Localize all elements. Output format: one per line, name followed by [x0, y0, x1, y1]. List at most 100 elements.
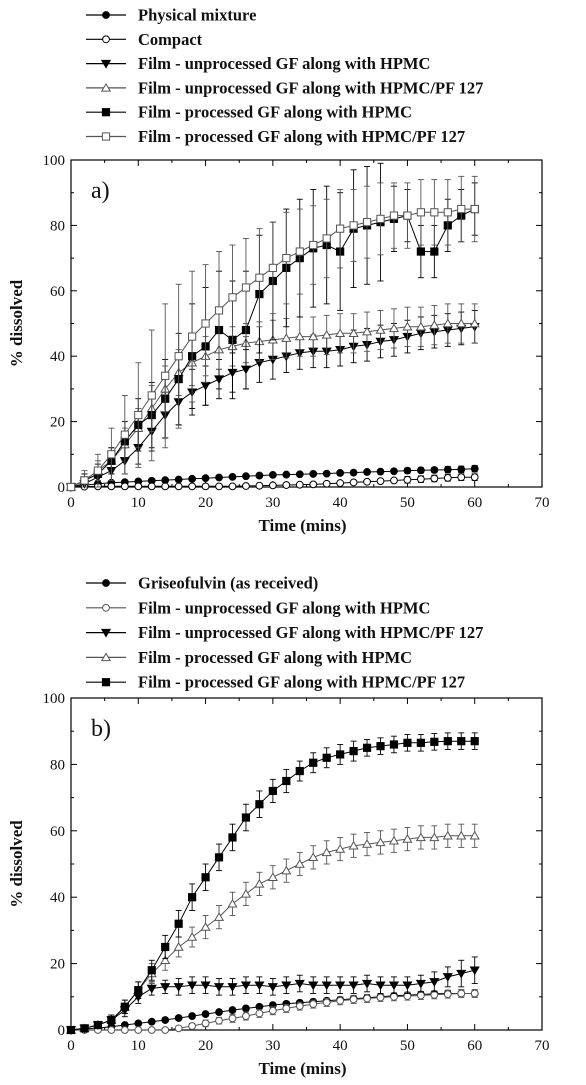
x-tick-label: 60 — [467, 495, 482, 511]
data-point — [120, 1026, 129, 1034]
data-point — [255, 471, 264, 480]
y-tick-label: 40 — [50, 890, 65, 906]
data-point — [470, 464, 479, 473]
legend-label: Physical mixture — [138, 6, 256, 25]
data-point — [456, 830, 467, 840]
data-point — [457, 989, 466, 998]
data-point — [402, 834, 413, 843]
legend-label: Film - unprocessed GF along with HPMC — [138, 598, 430, 617]
data-point — [282, 1004, 291, 1013]
data-point — [80, 1024, 89, 1033]
plot-frame — [70, 697, 543, 1031]
data-point — [309, 470, 318, 478]
legend-label: Film - processed GF along with HPMC/PF 1… — [138, 127, 465, 146]
data-point — [214, 853, 224, 862]
data-point — [322, 479, 331, 488]
data-point — [322, 234, 331, 243]
x-tick-label: 70 — [535, 1038, 550, 1054]
data-point — [403, 475, 412, 484]
data-point — [281, 981, 292, 991]
y-tick-label: 0 — [58, 480, 66, 496]
data-point — [362, 218, 372, 227]
x-tick-label: 50 — [400, 495, 415, 511]
data-point — [429, 978, 440, 987]
data-point — [470, 989, 479, 998]
data-point — [322, 469, 331, 478]
data-point — [228, 472, 237, 481]
data-point — [201, 1010, 210, 1018]
data-point — [268, 481, 277, 490]
data-point — [187, 932, 198, 941]
data-point — [282, 776, 291, 786]
y-tick-label: 0 — [58, 1023, 66, 1039]
data-point — [255, 273, 264, 282]
y-tick-label: 100 — [43, 691, 66, 707]
data-point — [389, 740, 399, 749]
data-point — [268, 263, 277, 273]
legend: Griseofulvin (as received) Film - unproce… — [86, 574, 483, 692]
x-axis-label: Time (mins) — [259, 516, 347, 535]
data-point — [294, 859, 305, 868]
data-point — [267, 983, 278, 992]
x-axis-label: Time (mins) — [259, 1059, 347, 1078]
data-point — [174, 1024, 183, 1033]
data-point — [322, 753, 331, 762]
data-point — [309, 1000, 318, 1009]
data-point — [295, 1002, 304, 1010]
data-point — [375, 837, 386, 847]
data-point — [390, 476, 398, 485]
data-point — [282, 470, 291, 479]
data-point — [349, 995, 358, 1004]
data-point — [335, 328, 346, 338]
data-point — [242, 482, 250, 490]
data-point — [349, 747, 358, 756]
data-point — [240, 981, 252, 991]
legend-marker — [101, 132, 111, 141]
legend-label: Film - unprocessed GF along with HPMC/PF… — [138, 78, 483, 97]
legend-label: Griseofulvin (as received) — [138, 574, 318, 593]
data-point — [415, 832, 426, 842]
data-point — [201, 319, 210, 328]
data-point — [295, 766, 304, 776]
data-point — [107, 450, 116, 459]
data-point — [107, 482, 116, 491]
data-point — [241, 283, 251, 292]
legend-marker — [100, 82, 112, 92]
panel-label: a) — [91, 178, 110, 204]
data-point — [376, 993, 385, 1002]
data-point — [335, 844, 346, 853]
y-tick-label: 80 — [50, 218, 65, 234]
data-point — [228, 1006, 237, 1014]
data-point — [442, 830, 453, 840]
data-point — [147, 1017, 156, 1026]
data-point — [457, 204, 466, 214]
data-point — [416, 475, 425, 484]
data-point — [443, 473, 452, 482]
data-point — [201, 482, 210, 491]
data-point — [348, 328, 359, 338]
data-point — [430, 474, 439, 483]
data-point — [375, 981, 386, 991]
data-point — [443, 737, 452, 746]
data-point — [363, 468, 371, 476]
data-point — [429, 832, 440, 842]
legend-marker — [100, 628, 112, 638]
data-point — [254, 878, 265, 888]
legend-label: Film - unprocessed GF along with HPMC/PF… — [138, 623, 483, 642]
data-point — [376, 214, 385, 223]
data-point — [134, 482, 143, 491]
data-point — [107, 1026, 116, 1034]
data-point — [403, 738, 412, 747]
y-tick-label: 60 — [50, 824, 65, 840]
data-point — [120, 430, 129, 439]
data-point — [282, 481, 291, 489]
data-point — [188, 474, 197, 483]
series-6 — [66, 175, 479, 492]
data-point — [188, 1012, 197, 1020]
data-point — [309, 758, 318, 767]
data-point — [161, 942, 170, 952]
data-point — [160, 955, 171, 964]
data-point — [188, 1022, 197, 1030]
legend-label: Film - unprocessed GF along with HPMC — [138, 54, 430, 73]
